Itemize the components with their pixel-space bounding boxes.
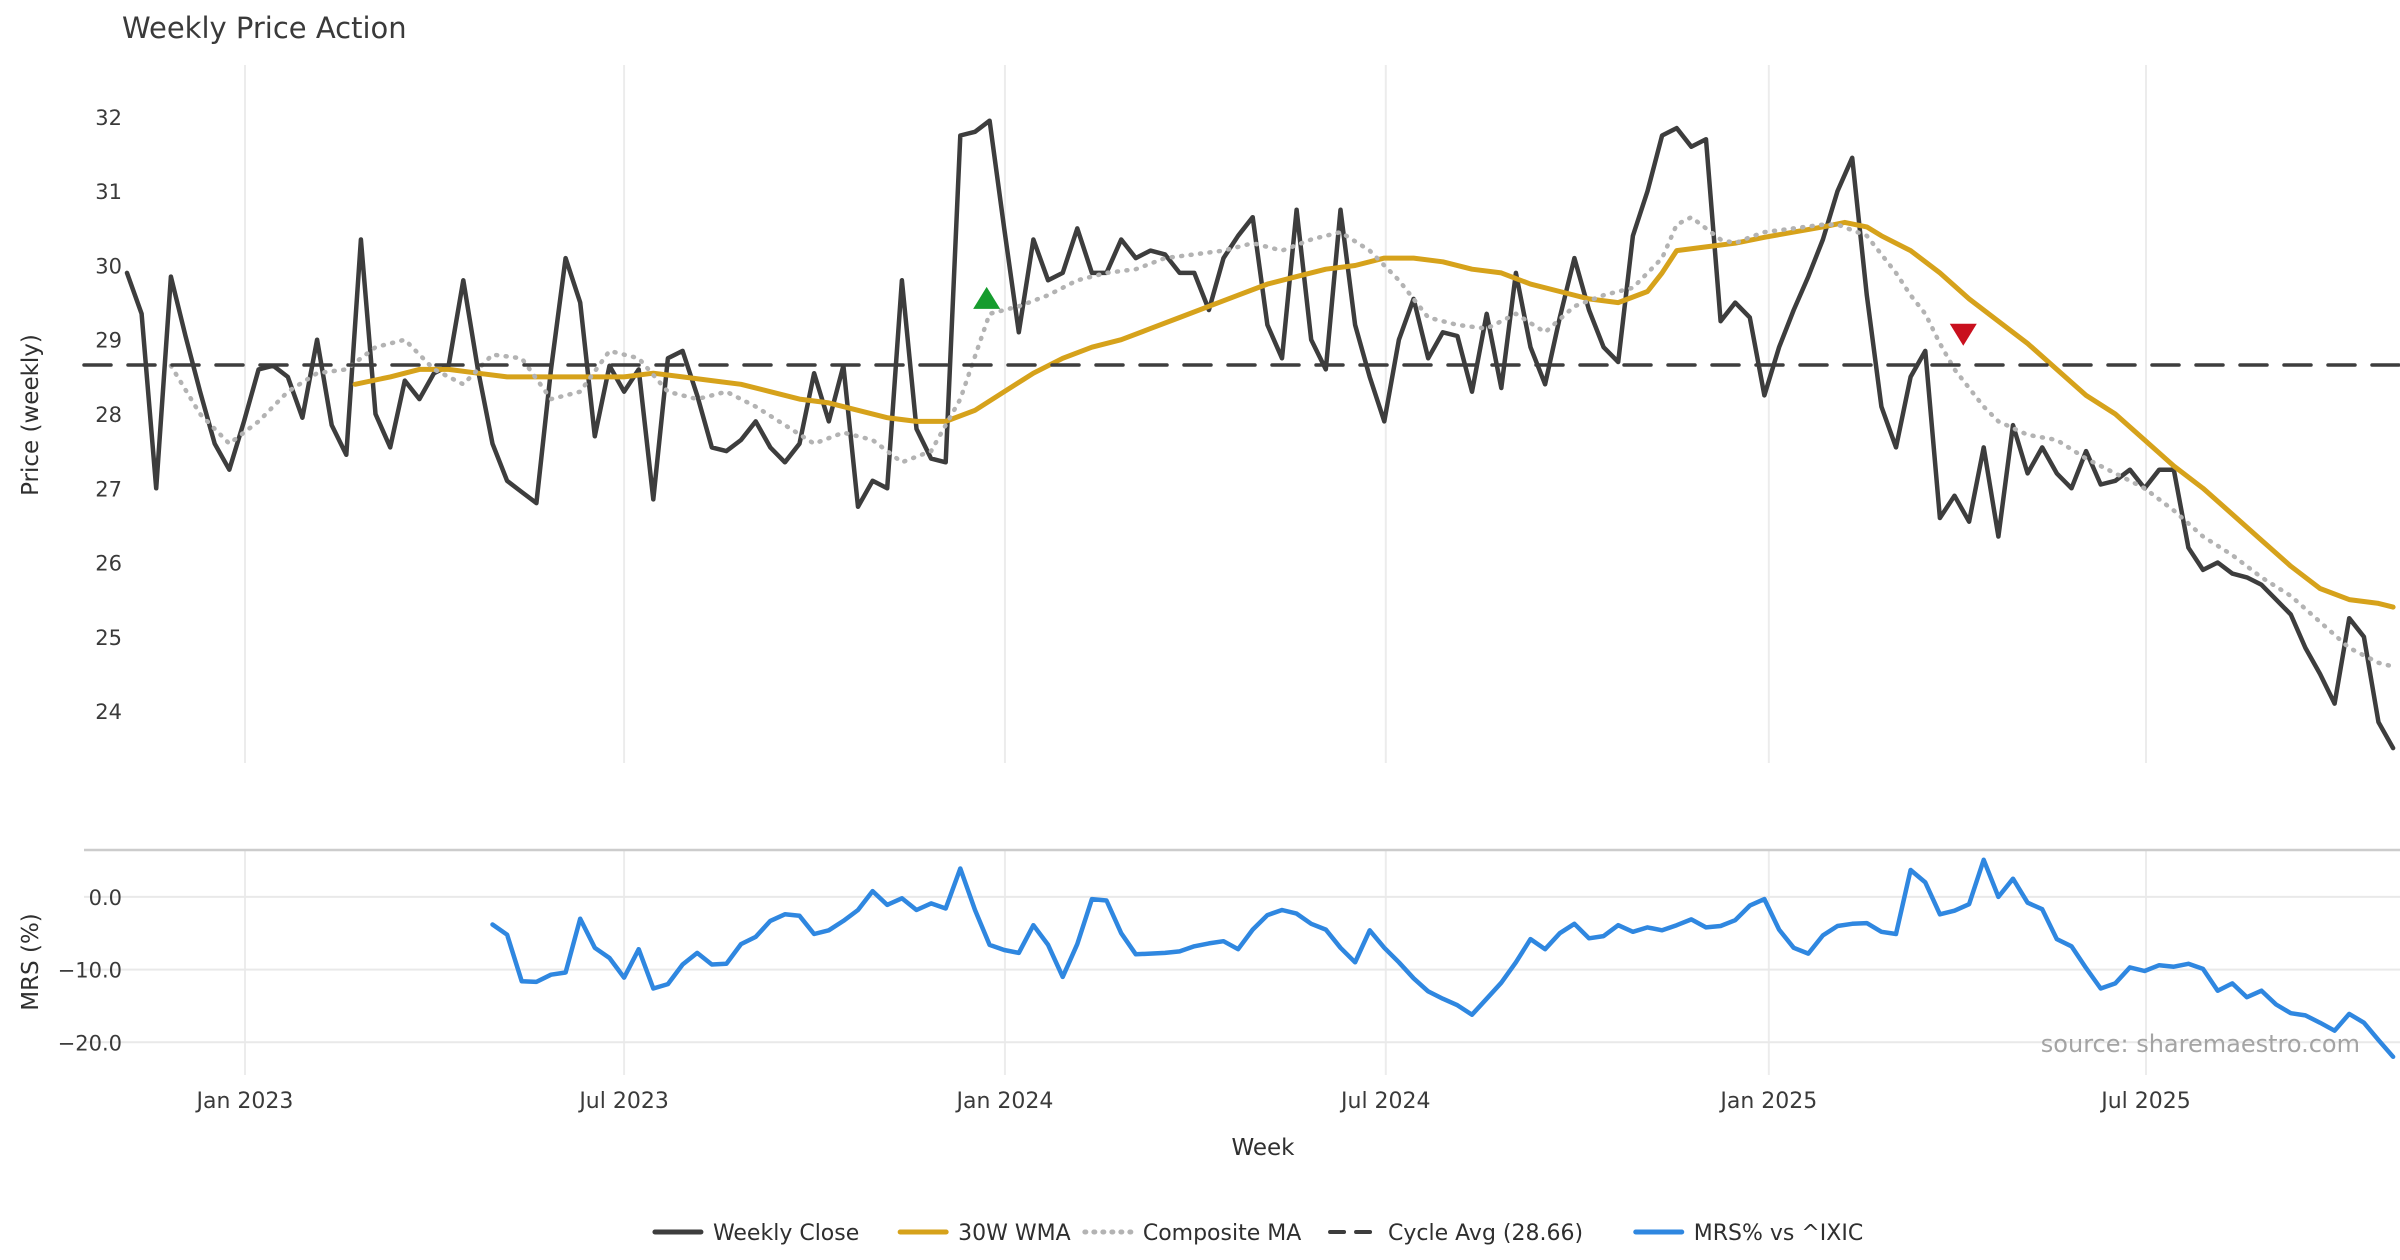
legend-item: 30W WMA	[897, 1221, 1071, 1246]
mrs-y-tick-label: −20.0	[58, 1031, 122, 1055]
legend-item: Cycle Avg (28.66)	[1328, 1221, 1583, 1246]
series-composite-ma	[168, 214, 2396, 669]
price-y-tick-label: 28	[95, 403, 122, 427]
price-y-tick-label: 27	[95, 477, 122, 501]
series-30w-wma	[352, 219, 2396, 610]
price-y-tick-label: 25	[95, 626, 122, 650]
grid-layer	[84, 65, 2400, 1075]
legend: Weekly Close 30W WMA Composite MA Cycle Avg…	[652, 1221, 1863, 1246]
legend-label: 30W WMA	[958, 1221, 1071, 1246]
price-y-tick-label: 26	[95, 552, 122, 576]
price-y-tick-label: 24	[95, 700, 122, 724]
x-tick-label: Jul 2024	[1339, 1089, 1431, 1114]
series-weekly-close	[124, 118, 2396, 751]
price-y-tick-label: 32	[95, 106, 122, 130]
source-watermark: source: sharemaestro.com	[2041, 1030, 2360, 1058]
x-tick-label: Jan 2023	[195, 1089, 294, 1114]
legend-item: Weekly Close	[652, 1221, 859, 1246]
x-axis-title: Week	[1231, 1135, 1295, 1161]
legend-label: Cycle Avg (28.66)	[1388, 1221, 1583, 1246]
price-y-tick-label: 31	[95, 180, 122, 204]
x-tick-label: Jul 2023	[577, 1089, 669, 1114]
y-axis-title-mrs: MRS (%)	[18, 913, 44, 1011]
series-mrs-vs-ixic	[490, 857, 2396, 1060]
sell-signal-triangle-down-icon	[1949, 323, 1977, 346]
x-tick-label: Jan 2024	[954, 1089, 1053, 1114]
chart-title: Weekly Price Action	[122, 11, 407, 45]
price-y-tick-label: 29	[95, 329, 122, 353]
signal-marker-layer	[973, 286, 1977, 346]
mrs-y-tick-label: 0.0	[89, 886, 122, 910]
legend-label: MRS% vs ^IXIC	[1694, 1221, 1863, 1246]
series-layer	[82, 118, 2400, 1060]
mrs-y-tick-label: −10.0	[58, 959, 122, 983]
buy-signal-triangle-up-icon	[973, 286, 1001, 309]
legend-item: MRS% vs ^IXIC	[1633, 1221, 1863, 1246]
legend-item: Composite MA	[1082, 1221, 1301, 1246]
y-axis-title-price: Price (weekly)	[18, 334, 44, 496]
x-tick-label: Jan 2025	[1718, 1089, 1817, 1114]
legend-label: Weekly Close	[713, 1221, 859, 1246]
tick-label-layer: Jan 2023 Jul 2023 Jan 2024 Jul 2024 Jan 2025…	[58, 106, 2191, 1114]
legend-label: Composite MA	[1143, 1221, 1301, 1246]
x-tick-label: Jul 2025	[2099, 1089, 2191, 1114]
price-y-tick-label: 30	[95, 254, 122, 278]
